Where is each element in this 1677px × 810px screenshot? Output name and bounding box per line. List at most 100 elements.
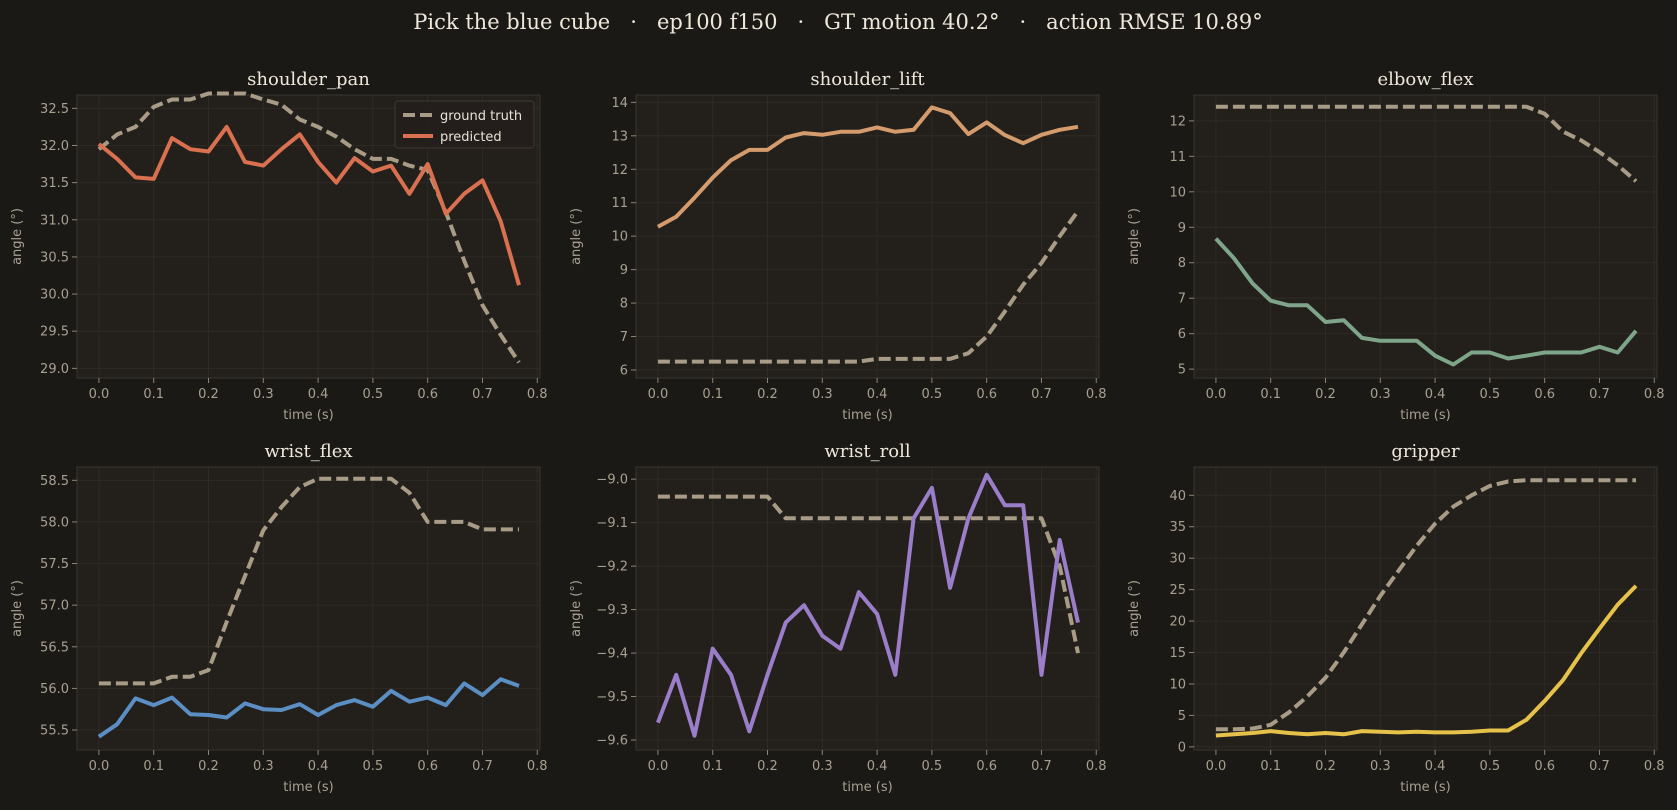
y-tick-label: 5 (1178, 709, 1186, 724)
legend-label-ground-truth: ground truth (440, 109, 522, 124)
x-tick-label: 0.2 (198, 759, 219, 774)
x-tick-label: 0.3 (1370, 759, 1391, 774)
legend-label-predicted: predicted (440, 130, 502, 145)
subplot-elbow_flex: 0.0 0.1 0.2 0.3 0.4 0.5 0.6 0.7 0.8 5 6 7 8 9 10 11 12 ti… (1127, 69, 1665, 423)
y-tick-label: 56.5 (40, 640, 69, 655)
subplot-title: gripper (1391, 441, 1460, 462)
y-tick-label: −9.5 (596, 690, 628, 705)
series-line-predicted (97, 677, 520, 739)
series-line-ground-truth (97, 91, 521, 364)
y-tick-label: 13 (611, 129, 628, 144)
subplot-title: shoulder_pan (247, 69, 370, 90)
x-tick-label: 0.5 (1480, 387, 1501, 402)
x-tick-label: 0.1 (143, 759, 164, 774)
x-axis-label: time (s) (842, 780, 892, 795)
x-axis-label: time (s) (1400, 408, 1450, 423)
x-tick-label: 0.8 (1644, 759, 1665, 774)
y-tick-label: 29.0 (40, 362, 69, 377)
y-tick-label: 32.0 (40, 139, 69, 154)
x-tick-label: 0.6 (417, 759, 438, 774)
y-tick-label: 15 (1169, 646, 1186, 661)
x-tick-label: 0.5 (363, 387, 384, 402)
subplot-grid: 0.0 0.1 0.2 0.3 0.4 0.5 0.6 0.7 0.8 29.0 29.5 30.0 3… (10, 69, 1665, 795)
x-tick-label: 0.5 (922, 387, 943, 402)
y-tick-label: 31.0 (40, 213, 69, 228)
series-line-ground-truth (98, 476, 519, 686)
series-line-predicted (1215, 584, 1638, 738)
y-tick-label: 55.5 (40, 724, 69, 739)
x-tick-label: 0.2 (757, 387, 778, 402)
x-tick-label: 0.7 (472, 387, 493, 402)
y-tick-label: 10 (611, 230, 628, 245)
y-tick-label: 12 (611, 163, 628, 178)
x-tick-label: 0.4 (1425, 759, 1446, 774)
axes-frame (1193, 466, 1658, 751)
y-tick-label: 7 (1178, 292, 1186, 307)
y-tick-label: 10 (1169, 677, 1186, 692)
y-tick-label: 14 (611, 96, 628, 111)
x-tick-label: 0.1 (702, 759, 723, 774)
x-tick-label: 0.6 (976, 759, 997, 774)
y-tick-label: 9 (620, 263, 628, 278)
x-tick-label: 0.8 (527, 759, 548, 774)
y-tick-label: 10 (1169, 185, 1186, 200)
x-tick-label: 0.5 (1480, 759, 1501, 774)
x-tick-label: 0.0 (648, 387, 669, 402)
x-tick-label: 0.5 (922, 759, 943, 774)
x-tick-label: 0.2 (1315, 759, 1336, 774)
plot-area (636, 467, 1099, 750)
x-tick-label: 0.1 (1260, 759, 1281, 774)
figure-suptitle: Pick the blue cube · ep100 f150 · GT mot… (413, 10, 1263, 34)
legend: ground truth predicted (394, 100, 535, 149)
x-tick-label: 0.7 (1589, 759, 1610, 774)
x-tick-label: 0.3 (253, 759, 274, 774)
y-tick-label: 7 (620, 330, 628, 345)
series-line-ground-truth (1215, 478, 1636, 732)
y-tick-label: 20 (1169, 615, 1186, 630)
y-tick-label: 12 (1169, 114, 1186, 129)
x-tick-label: 0.8 (1086, 387, 1107, 402)
x-tick-label: 0.7 (1031, 759, 1052, 774)
y-tick-label: 9 (1178, 221, 1186, 236)
x-tick-label: 0.3 (1370, 387, 1391, 402)
x-tick-label: 0.1 (1260, 387, 1281, 402)
subplot-wrist_roll: 0.0 0.1 0.2 0.3 0.4 0.5 0.6 0.7 0.8 −9.6 −9.5 −9.4 −… (569, 441, 1107, 795)
y-tick-label: 11 (1169, 150, 1186, 165)
x-tick-label: 0.0 (89, 387, 110, 402)
y-axis-label: angle (°) (569, 580, 584, 637)
y-tick-label: −9.6 (596, 734, 628, 749)
y-tick-label: 5 (1178, 363, 1186, 378)
x-tick-label: 0.3 (253, 387, 274, 402)
x-axis-label: time (s) (842, 408, 892, 423)
y-tick-label: 30.5 (40, 250, 69, 265)
y-tick-label: 32.5 (40, 102, 69, 117)
y-tick-label: 11 (611, 196, 628, 211)
y-tick-label: −9.3 (596, 603, 628, 618)
x-tick-label: 0.4 (308, 759, 329, 774)
x-tick-label: 0.1 (702, 387, 723, 402)
subplot-wrist_flex: 0.0 0.1 0.2 0.3 0.4 0.5 0.6 0.7 0.8 55.5 56.0 56.5 5… (10, 441, 548, 795)
subplot-gripper: 0.0 0.1 0.2 0.3 0.4 0.5 0.6 0.7 0.8 0 5 10 15 20 25 30 3… (1127, 441, 1665, 795)
y-tick-label: 30 (1169, 552, 1186, 567)
y-tick-label: −9.1 (596, 516, 628, 531)
x-tick-label: 0.7 (1031, 387, 1052, 402)
series-line-predicted (1214, 237, 1638, 367)
y-tick-label: 25 (1169, 583, 1186, 598)
y-tick-label: 58.5 (40, 474, 69, 489)
x-tick-label: 0.4 (1425, 387, 1446, 402)
series-line-ground-truth (657, 494, 1080, 654)
axes-frame (1193, 94, 1658, 379)
y-axis-label: angle (°) (10, 208, 25, 265)
axes-frame (76, 466, 541, 751)
x-tick-label: 0.4 (308, 387, 329, 402)
y-tick-label: 35 (1169, 520, 1186, 535)
y-tick-label: 29.5 (40, 325, 69, 340)
y-tick-label: 57.5 (40, 557, 69, 572)
y-tick-label: 6 (1178, 327, 1186, 342)
y-tick-label: 31.5 (40, 176, 69, 191)
x-tick-label: 0.0 (1206, 387, 1227, 402)
y-tick-label: 58.0 (40, 515, 69, 530)
subplot-title: shoulder_lift (810, 69, 925, 90)
x-tick-label: 0.7 (472, 759, 493, 774)
